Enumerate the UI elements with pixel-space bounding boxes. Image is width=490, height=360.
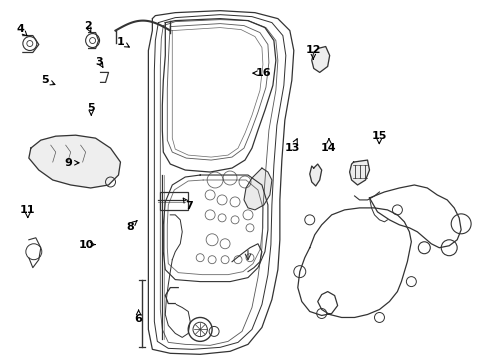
- Text: 10: 10: [79, 239, 94, 249]
- Polygon shape: [310, 164, 322, 186]
- Text: 3: 3: [96, 57, 103, 67]
- Text: 2: 2: [84, 21, 92, 31]
- Text: 4: 4: [17, 24, 24, 35]
- Bar: [160, 192, 188, 210]
- Text: 5: 5: [87, 103, 95, 113]
- Text: 13: 13: [285, 143, 300, 153]
- Text: 9: 9: [64, 158, 72, 168]
- Text: 6: 6: [135, 314, 143, 324]
- Text: 7: 7: [185, 201, 193, 211]
- Text: 12: 12: [306, 45, 321, 55]
- Polygon shape: [312, 46, 330, 72]
- Polygon shape: [244, 168, 272, 210]
- Text: 5: 5: [41, 75, 49, 85]
- Text: 8: 8: [126, 222, 134, 231]
- Polygon shape: [29, 135, 121, 188]
- Text: 1: 1: [117, 37, 124, 47]
- Polygon shape: [349, 160, 369, 185]
- Text: 16: 16: [256, 68, 271, 78]
- Text: 11: 11: [20, 206, 36, 216]
- Text: 14: 14: [321, 143, 337, 153]
- Text: 15: 15: [371, 131, 387, 141]
